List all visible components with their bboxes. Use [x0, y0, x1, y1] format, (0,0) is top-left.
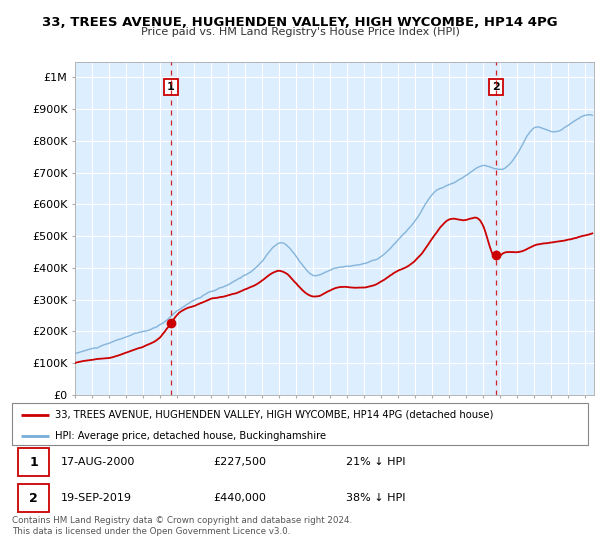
- Text: 2: 2: [492, 82, 500, 92]
- Text: 17-AUG-2000: 17-AUG-2000: [61, 457, 136, 467]
- Text: 19-SEP-2019: 19-SEP-2019: [61, 493, 132, 503]
- Text: 33, TREES AVENUE, HUGHENDEN VALLEY, HIGH WYCOMBE, HP14 4PG (detached house): 33, TREES AVENUE, HUGHENDEN VALLEY, HIGH…: [55, 410, 494, 420]
- FancyBboxPatch shape: [12, 403, 588, 445]
- Text: 2: 2: [29, 492, 38, 505]
- FancyBboxPatch shape: [18, 448, 49, 477]
- Text: Price paid vs. HM Land Registry's House Price Index (HPI): Price paid vs. HM Land Registry's House …: [140, 27, 460, 38]
- Text: Contains HM Land Registry data © Crown copyright and database right 2024.
This d: Contains HM Land Registry data © Crown c…: [12, 516, 352, 536]
- Text: £227,500: £227,500: [214, 457, 266, 467]
- Text: 1: 1: [167, 82, 175, 92]
- Text: 38% ↓ HPI: 38% ↓ HPI: [346, 493, 406, 503]
- Text: £440,000: £440,000: [214, 493, 266, 503]
- Text: 21% ↓ HPI: 21% ↓ HPI: [346, 457, 406, 467]
- Text: 1: 1: [29, 456, 38, 469]
- Text: HPI: Average price, detached house, Buckinghamshire: HPI: Average price, detached house, Buck…: [55, 431, 326, 441]
- FancyBboxPatch shape: [18, 484, 49, 512]
- Text: 33, TREES AVENUE, HUGHENDEN VALLEY, HIGH WYCOMBE, HP14 4PG: 33, TREES AVENUE, HUGHENDEN VALLEY, HIGH…: [42, 16, 558, 29]
